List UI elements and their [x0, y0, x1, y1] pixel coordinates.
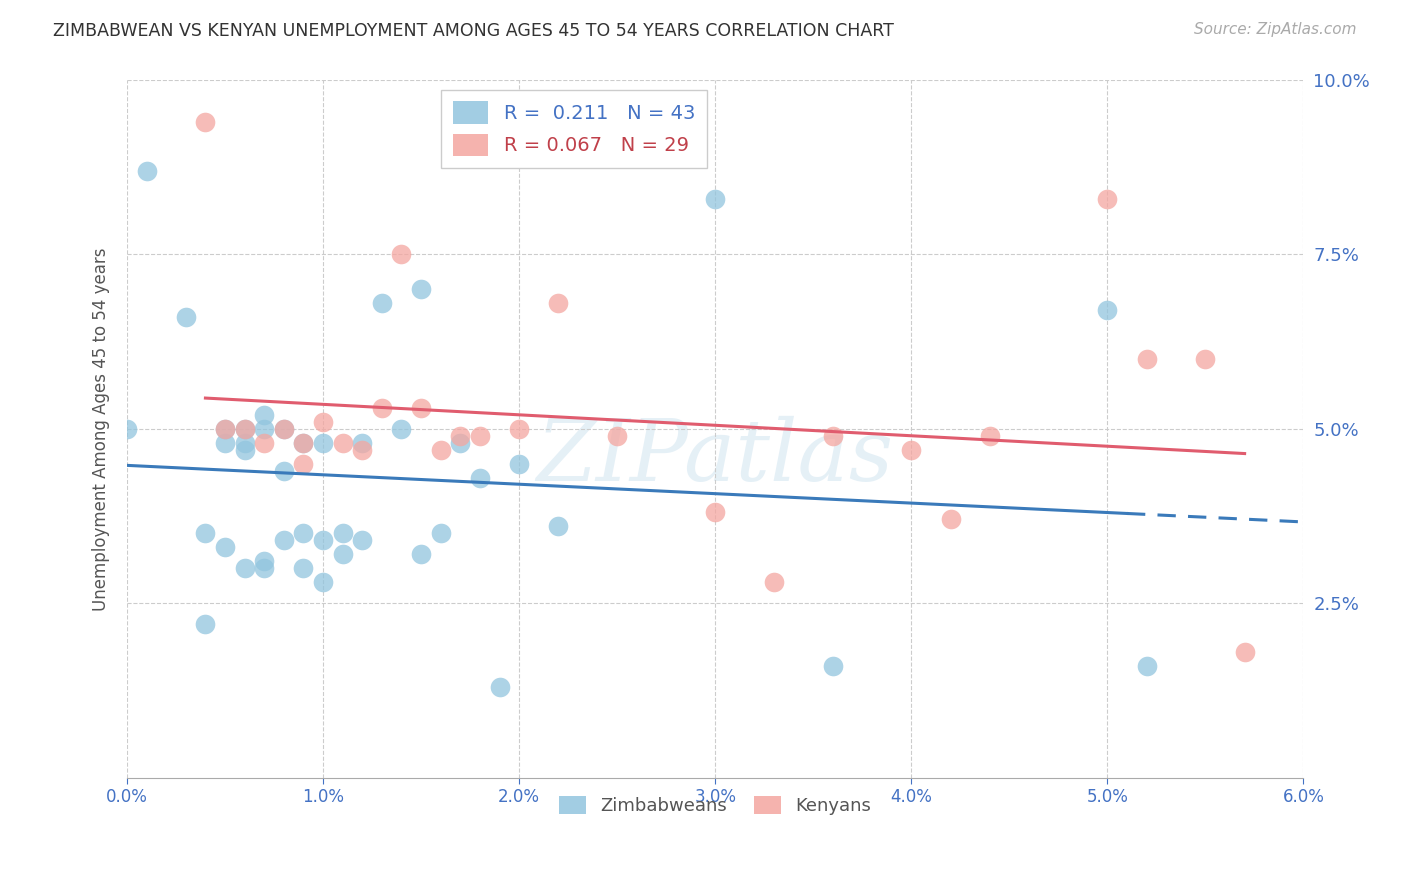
Point — [391, 247, 413, 261]
Point — [468, 429, 491, 443]
Point — [900, 442, 922, 457]
Point — [821, 659, 844, 673]
Point — [115, 422, 138, 436]
Point — [332, 435, 354, 450]
Point — [411, 547, 433, 561]
Point — [194, 115, 217, 129]
Point — [411, 401, 433, 415]
Point — [253, 422, 276, 436]
Point — [821, 429, 844, 443]
Point — [312, 533, 335, 548]
Point — [547, 296, 569, 310]
Point — [449, 429, 471, 443]
Point — [233, 422, 256, 436]
Point — [411, 282, 433, 296]
Point — [979, 429, 1001, 443]
Point — [1097, 192, 1119, 206]
Point — [332, 547, 354, 561]
Point — [704, 192, 727, 206]
Point — [449, 435, 471, 450]
Point — [273, 464, 295, 478]
Text: ZIMBABWEAN VS KENYAN UNEMPLOYMENT AMONG AGES 45 TO 54 YEARS CORRELATION CHART: ZIMBABWEAN VS KENYAN UNEMPLOYMENT AMONG … — [53, 22, 894, 40]
Point — [391, 422, 413, 436]
Text: ZIPatlas: ZIPatlas — [537, 416, 894, 498]
Point — [253, 554, 276, 568]
Point — [508, 457, 530, 471]
Point — [253, 435, 276, 450]
Point — [488, 680, 510, 694]
Point — [135, 163, 157, 178]
Point — [214, 422, 236, 436]
Text: Source: ZipAtlas.com: Source: ZipAtlas.com — [1194, 22, 1357, 37]
Point — [292, 561, 315, 575]
Point — [253, 561, 276, 575]
Point — [273, 422, 295, 436]
Point — [233, 435, 256, 450]
Point — [371, 401, 394, 415]
Point — [214, 541, 236, 555]
Point — [1233, 645, 1256, 659]
Point — [273, 533, 295, 548]
Point — [292, 435, 315, 450]
Point — [1135, 659, 1157, 673]
Point — [763, 575, 786, 590]
Point — [352, 533, 374, 548]
Point — [312, 575, 335, 590]
Point — [1194, 351, 1216, 366]
Point — [174, 310, 197, 325]
Point — [233, 422, 256, 436]
Point — [292, 457, 315, 471]
Point — [194, 526, 217, 541]
Point — [704, 506, 727, 520]
Point — [1135, 351, 1157, 366]
Legend: Zimbabweans, Kenyans: Zimbabweans, Kenyans — [550, 787, 880, 824]
Point — [547, 519, 569, 533]
Point — [233, 442, 256, 457]
Point — [312, 415, 335, 429]
Point — [468, 470, 491, 484]
Point — [1097, 303, 1119, 318]
Point — [273, 422, 295, 436]
Point — [429, 526, 451, 541]
Point — [233, 561, 256, 575]
Point — [312, 435, 335, 450]
Point — [214, 435, 236, 450]
Point — [508, 422, 530, 436]
Point — [332, 526, 354, 541]
Point — [606, 429, 628, 443]
Point — [292, 526, 315, 541]
Point — [352, 435, 374, 450]
Y-axis label: Unemployment Among Ages 45 to 54 years: Unemployment Among Ages 45 to 54 years — [93, 247, 110, 610]
Point — [292, 435, 315, 450]
Point — [194, 617, 217, 632]
Point — [253, 408, 276, 422]
Point — [429, 442, 451, 457]
Point — [371, 296, 394, 310]
Point — [214, 422, 236, 436]
Point — [939, 512, 962, 526]
Point — [352, 442, 374, 457]
